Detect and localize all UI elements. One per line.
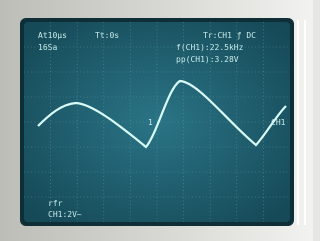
samples: 16Sa (38, 43, 57, 52)
channel-scale: CH1:2V~ (48, 210, 82, 219)
frequency: f(CH1):22.5kHz (176, 43, 244, 52)
peak-to-peak: pp(CH1):3.28V (176, 55, 239, 64)
trigger-time: Tt:0s (95, 31, 119, 40)
channel-marker: CH1 (271, 118, 286, 127)
oscilloscope-photo: At10μs 16Sa Tt:0s Tr:CH1 ƒ DC f(CH1):22.… (0, 0, 313, 241)
trigger-marker: 1 (148, 118, 153, 127)
timebase: At10μs (38, 31, 67, 40)
trigger: Tr:CH1 ƒ DC (203, 31, 256, 40)
ref-label: rfr (48, 199, 63, 208)
